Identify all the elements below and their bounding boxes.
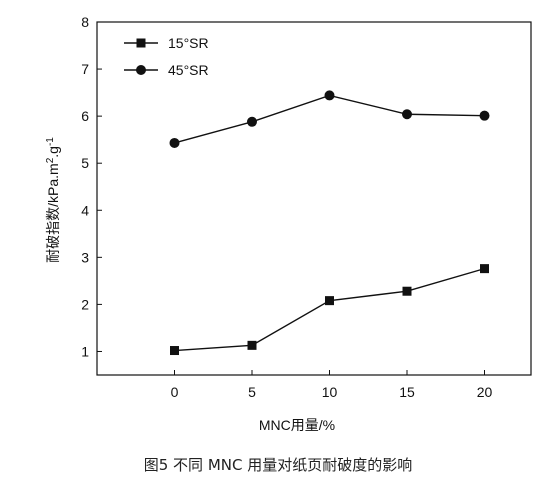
legend-label: 15°SR [168, 35, 209, 51]
data-point [480, 264, 489, 274]
y-tick-label: 2 [81, 296, 89, 312]
y-axis: 1 2 3 4 5 6 7 8 [81, 14, 102, 359]
x-tick-label: 5 [248, 384, 256, 400]
data-point [247, 340, 257, 350]
data-point [247, 116, 257, 127]
legend-marker [136, 65, 146, 75]
series-layer [169, 90, 490, 356]
series-line [174, 94, 485, 144]
x-tick-label: 20 [477, 384, 493, 400]
data-point [402, 286, 412, 296]
x-tick-label: 0 [171, 384, 179, 400]
y-axis-label: 耐破指数/kPa.m2.g-1 [45, 137, 62, 263]
series-1 [170, 264, 489, 356]
x-tick-label: 15 [399, 384, 415, 400]
y-tick-label: 3 [81, 249, 89, 265]
x-axis-label: MNC用量/% [259, 417, 335, 433]
y-tick-label: 5 [81, 155, 89, 171]
y-tick-label: 8 [81, 14, 89, 30]
data-point [169, 137, 180, 148]
data-point [479, 110, 490, 121]
series-line [174, 267, 485, 352]
legend-item: 45°SR [124, 62, 209, 78]
y-tick-label: 6 [81, 108, 89, 124]
plot-frame [96, 21, 532, 376]
series-2 [169, 90, 490, 148]
legend-item: 15°SR [124, 35, 209, 51]
legend-label: 45°SR [168, 62, 209, 78]
data-point [170, 346, 179, 356]
data-point [324, 90, 335, 101]
x-axis: 0 5 10 15 20 [171, 370, 493, 400]
legend: 15°SR 45°SR [124, 35, 209, 78]
plot-border [96, 21, 532, 376]
data-point [402, 109, 412, 120]
x-tick-label: 10 [322, 384, 338, 400]
y-tick-label: 1 [81, 343, 89, 359]
data-point [325, 296, 334, 306]
legend-marker [136, 38, 146, 48]
y-tick-label: 4 [81, 202, 89, 218]
figure-caption: 图5 不同 MNC 用量对纸页耐破度的影响 [144, 456, 413, 474]
y-tick-label: 7 [81, 61, 89, 77]
